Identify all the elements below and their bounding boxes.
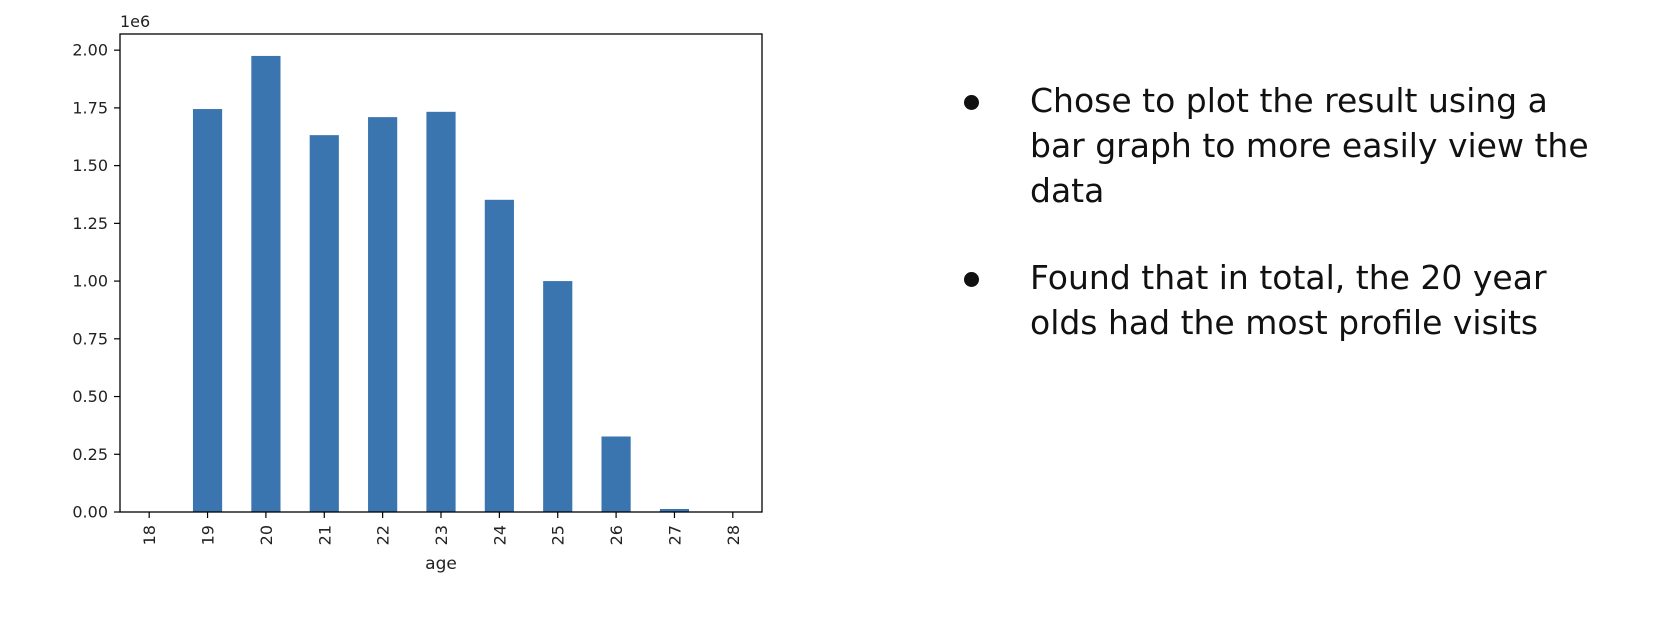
bar-age-23 — [426, 111, 456, 512]
bullet-text: Found that in total, the 20 year olds ha… — [1030, 258, 1547, 342]
x-tick-label: 20 — [257, 525, 276, 545]
bar-age-22 — [368, 117, 398, 512]
y-tick-label: 0.25 — [72, 445, 108, 464]
bullet-item: Found that in total, the 20 year olds ha… — [960, 255, 1610, 345]
x-tick-label: 25 — [549, 525, 568, 545]
bar-age-19 — [192, 109, 223, 512]
x-tick-label: 26 — [607, 525, 626, 545]
bullet-list: Chose to plot the result using a bar gra… — [960, 78, 1610, 387]
bullet-item: Chose to plot the result using a bar gra… — [960, 78, 1610, 213]
y-tick-label: 0.75 — [72, 329, 108, 348]
x-axis-label: age — [425, 554, 457, 574]
x-tick-label: 21 — [315, 525, 334, 545]
bar-age-27 — [659, 508, 690, 512]
plot-frame — [119, 33, 763, 513]
bullet-dot-icon — [964, 95, 979, 110]
x-axis: 18 19 20 21 22 23 24 25 26 27 28 — [140, 512, 743, 545]
x-tick-label: 19 — [199, 525, 218, 545]
x-tick-label: 22 — [374, 525, 393, 545]
bar-age-20 — [251, 55, 281, 513]
bar-age-25 — [543, 281, 573, 512]
x-tick-label: 24 — [490, 525, 509, 545]
y-tick-label: 1.75 — [72, 98, 108, 117]
x-tick-label: 23 — [432, 525, 451, 545]
x-tick-label: 18 — [140, 525, 159, 545]
y-axis: 0.00 0.25 0.50 0.75 1.00 1.25 1.50 1.75 2.00 — [72, 41, 120, 522]
bar-age-26 — [601, 436, 631, 512]
y-tick-label: 0.00 — [72, 503, 108, 522]
bar-age-21 — [309, 135, 339, 512]
bar-age-24 — [484, 199, 514, 513]
y-tick-label: 1.50 — [72, 156, 108, 175]
y-offset-label: 1e6 — [120, 12, 150, 31]
bar-chart: 0.000.250.500.751.001.251.501.752.00 18 1… — [72, 12, 763, 574]
y-tick-label: 0.50 — [72, 387, 108, 406]
bullet-text: Chose to plot the result using a bar gra… — [1030, 81, 1589, 210]
y-tick-label: 2.00 — [72, 41, 108, 60]
y-tick-label: 1.25 — [72, 214, 108, 233]
x-tick-label: 28 — [724, 525, 743, 545]
bars-group — [192, 55, 690, 513]
bullet-dot-icon — [964, 272, 979, 287]
x-tick-label: 27 — [665, 525, 684, 545]
y-tick-label: 1.00 — [72, 272, 108, 291]
